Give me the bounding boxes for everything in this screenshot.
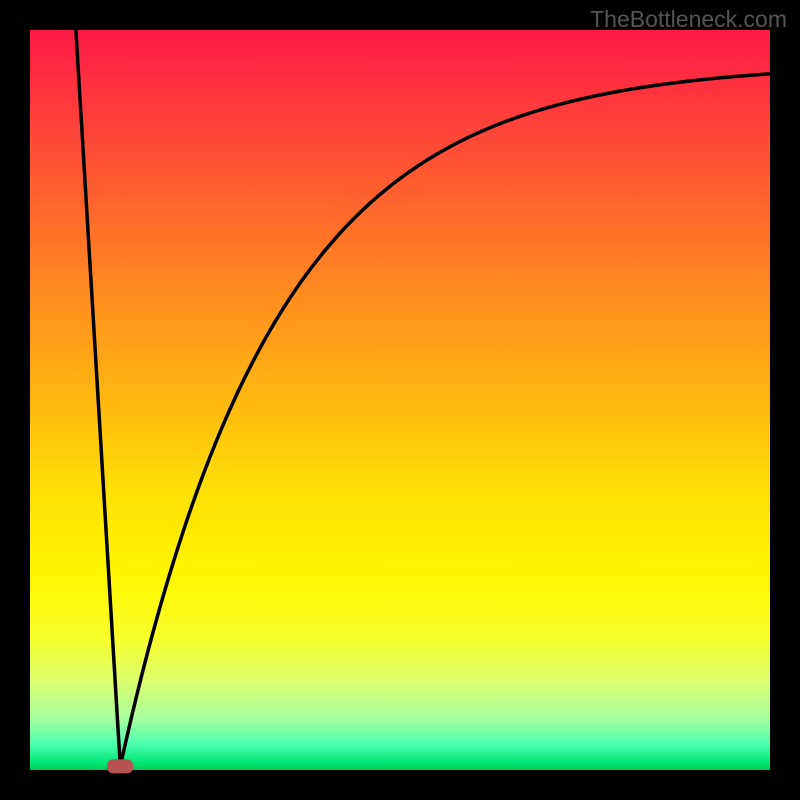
curve-layer bbox=[30, 30, 770, 770]
plot-area bbox=[30, 30, 770, 770]
bottleneck-curve bbox=[76, 30, 770, 766]
chart-frame: TheBottleneck.com bbox=[0, 0, 800, 800]
watermark-text: TheBottleneck.com bbox=[590, 6, 787, 33]
optimum-marker bbox=[107, 760, 133, 773]
